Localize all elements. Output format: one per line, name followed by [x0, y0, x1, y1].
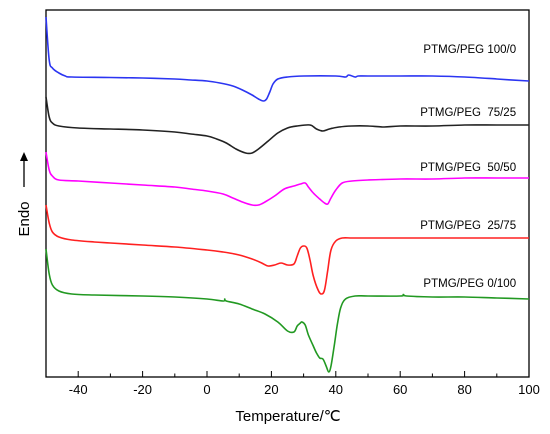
series-label: PTMG/PEG 50/50	[420, 162, 516, 174]
x-tick-label: -20	[133, 382, 152, 397]
series-label: PTMG/PEG 75/25	[420, 107, 516, 119]
y-axis-arrow-head	[20, 152, 28, 161]
x-tick-label: -40	[69, 382, 88, 397]
x-tick-label: 0	[203, 382, 210, 397]
series-line	[45, 96, 529, 155]
y-axis-label: Endo	[16, 201, 33, 236]
series-line	[45, 204, 529, 295]
x-tick-labels: -40 -20 0 20 40 60 80 100	[69, 382, 540, 397]
series-line	[45, 248, 530, 373]
series-label: PTMG/PEG 25/75	[420, 220, 516, 232]
x-axis-label: Temperature/℃	[235, 408, 340, 425]
series-label: PTMG/PEG 100/0	[423, 44, 516, 56]
series-line	[45, 16, 530, 102]
x-tick-label: 20	[264, 382, 278, 397]
series-curves	[45, 16, 530, 373]
series-label: PTMG/PEG 0/100	[423, 278, 516, 290]
x-tick-label: 60	[393, 382, 407, 397]
x-tick-label: 40	[329, 382, 343, 397]
series-line	[45, 151, 529, 207]
x-ticks	[45, 371, 530, 377]
plot-frame	[45, 9, 530, 378]
series-labels: PTMG/PEG 100/0 PTMG/PEG 75/25 PTMG/PEG 50/…	[420, 44, 516, 290]
x-tick-label: 100	[518, 382, 540, 397]
y-axis-title: Endo	[16, 152, 33, 237]
x-tick-label: 80	[457, 382, 471, 397]
